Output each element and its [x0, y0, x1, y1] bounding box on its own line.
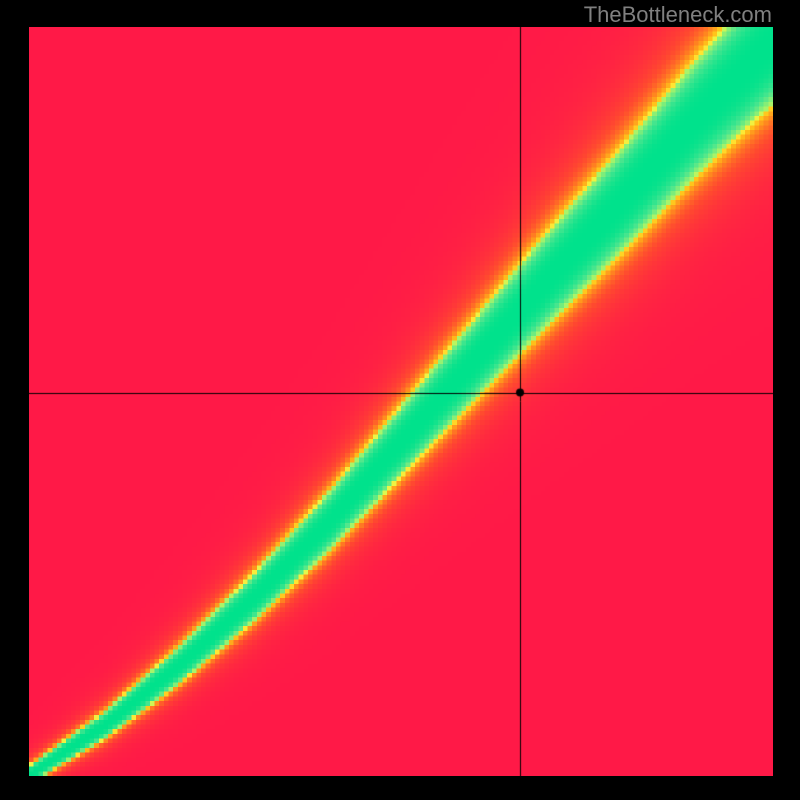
crosshair-overlay [29, 27, 773, 776]
chart-stage: TheBottleneck.com [0, 0, 800, 800]
watermark-text: TheBottleneck.com [584, 2, 772, 28]
